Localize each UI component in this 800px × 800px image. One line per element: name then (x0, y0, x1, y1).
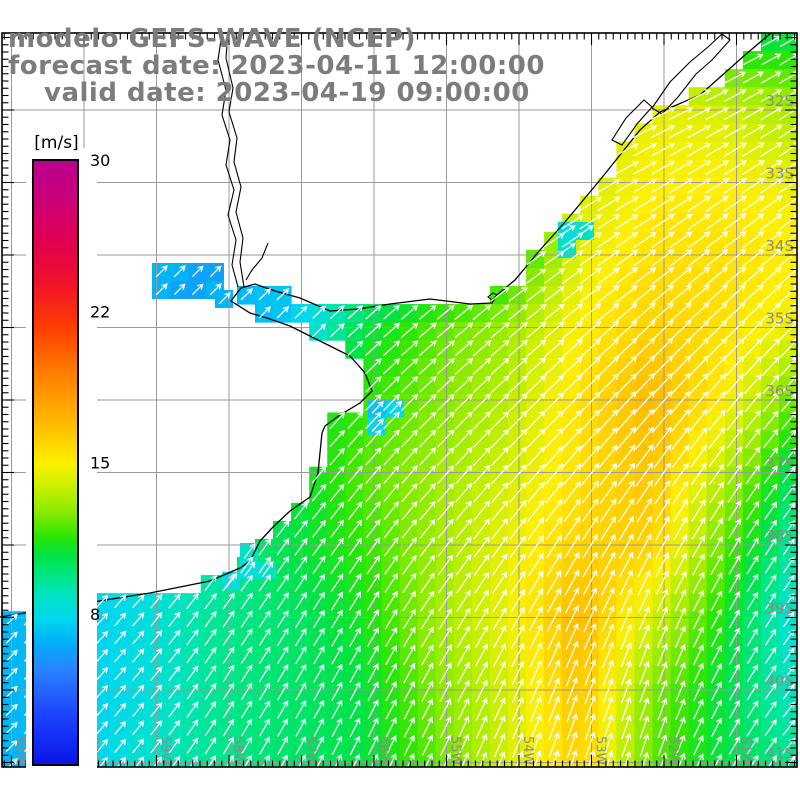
colorbar: [m/s] 30 22 15 8 (26, 133, 110, 781)
latitude-label: 40S (765, 672, 794, 690)
coastline-path (225, 32, 245, 288)
colorbar-unit-label: [m/s] (34, 133, 78, 153)
coastline-path (0, 32, 772, 618)
longitude-label: 56W (375, 736, 390, 766)
longitude-label: 52W (665, 736, 680, 766)
longitude-label: 61W (13, 736, 28, 766)
longitude-label: 57W (303, 736, 318, 766)
longitude-label: 59W (158, 736, 173, 766)
coastline-layer (0, 32, 772, 618)
latitude-label: 39S (765, 600, 794, 618)
colorbar-tick-label: 15 (90, 454, 110, 473)
map-frame (1, 32, 798, 768)
latitude-label: 41S (765, 745, 794, 763)
latitude-label: 33S (765, 165, 794, 183)
wind-arrows (5, 35, 797, 767)
longitude-label: 58W (230, 736, 245, 766)
colorbar-tick-label: 22 (90, 302, 110, 321)
coastline-path (217, 32, 239, 288)
colorbar-tick-label: 30 (90, 151, 110, 170)
colorbar-gradient (32, 159, 79, 766)
axis-labels: 32S33S34S35S36S37S38S39S40S41S61W60W59W5… (13, 92, 795, 766)
latitude-label: 34S (765, 237, 794, 255)
latitude-label: 32S (765, 92, 794, 110)
latitude-label: 35S (765, 310, 794, 328)
latitude-label: 38S (765, 527, 794, 545)
longitude-label: 53W (593, 736, 608, 766)
longitude-label: 55W (448, 736, 463, 766)
coastline-path (245, 242, 269, 281)
coastline-path (651, 33, 731, 115)
colorbar-tick-label: 8 (90, 605, 100, 624)
latitude-label: 37S (765, 455, 794, 473)
coastline-path (611, 99, 653, 146)
longitude-label: 51W (738, 736, 753, 766)
latitude-label: 36S (765, 382, 794, 400)
longitude-label: 54W (520, 736, 535, 766)
